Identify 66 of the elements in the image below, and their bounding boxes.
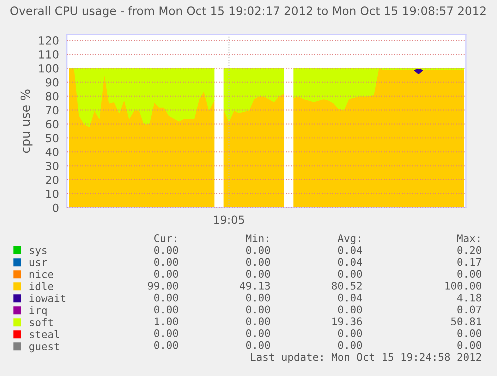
text: 0.00 [154,341,178,350]
text: 0.07 [458,306,482,314]
legend-label: sys [30,248,47,256]
text: 1.00 [155,318,178,326]
y-tick-label: 100 [39,64,59,73]
legend-label: irq [30,306,47,316]
text: 0.00 [154,258,178,266]
text: 0.00 [154,246,178,254]
y-tick-label: 90 [46,78,59,87]
text: 50.81 [451,318,482,326]
legend-label: usr [30,260,48,266]
text: 0.20 [458,246,482,254]
text: Avg: [338,234,360,244]
y-tick-label: 120 [39,36,59,45]
text: 0.00 [338,330,362,338]
text: 0.00 [154,270,178,278]
y-tick-label: 20 [46,176,59,184]
x-tick-label: 19:05 [214,216,244,224]
y-tick-label: 10 [46,190,59,198]
text: 0.00 [246,294,270,302]
text: 99.00 [148,282,178,290]
y-tick-label: 30 [46,162,59,170]
y-tick-label: 80 [46,92,59,101]
text: 0.00 [338,270,362,278]
text: 0.00 [246,330,270,338]
text: 0.17 [458,258,482,266]
text: 49.13 [240,282,270,290]
y-tick-label: 50 [46,134,59,143]
text: 0.04 [338,246,362,254]
legend-label: nice [30,270,54,278]
legend-label: idle [30,282,54,290]
text: 80.52 [332,282,362,290]
text: Last update: Mon Oct 15 19:24:58 2012 [251,353,482,364]
text: Max: [457,234,480,242]
text: 0.00 [458,341,482,350]
text: 0.00 [458,330,482,338]
y-tick-label: 110 [39,50,59,59]
y-axis-title: cpu use % [20,90,33,154]
text: 0.00 [154,306,178,314]
text: 0.04 [338,294,362,302]
text: 0.00 [246,341,270,350]
text: 0.00 [338,341,362,350]
text: 0.00 [338,306,362,314]
y-tick-label: 40 [46,148,59,157]
y-tick-label: 70 [46,106,59,115]
text: 0.00 [246,258,270,266]
text: Min: [246,234,268,242]
text: 0.00 [246,270,270,278]
legend-label: iowait [30,294,66,302]
text: 4.18 [458,294,482,302]
text: Cur: [154,234,176,242]
text: 0.00 [154,330,178,338]
legend-label: guest [30,343,60,353]
y-tick-label: 60 [46,120,59,129]
text: 100.00 [446,282,482,290]
legend-label: steal [30,330,60,338]
text: 0.00 [246,318,270,326]
text: 0.00 [246,306,270,314]
y-tick-label: 0 [53,204,59,212]
chart-title: Overall CPU usage - from Mon Oct 15 19:02:17 2012 to Mon Oct 15 19:08:57 2012 [10,6,486,18]
text: 0.00 [458,270,482,278]
text: 0.00 [154,294,178,302]
text: 0.04 [338,258,362,266]
legend-label: soft [30,318,53,326]
text: 19.36 [332,318,362,326]
text: 0.00 [246,246,270,254]
